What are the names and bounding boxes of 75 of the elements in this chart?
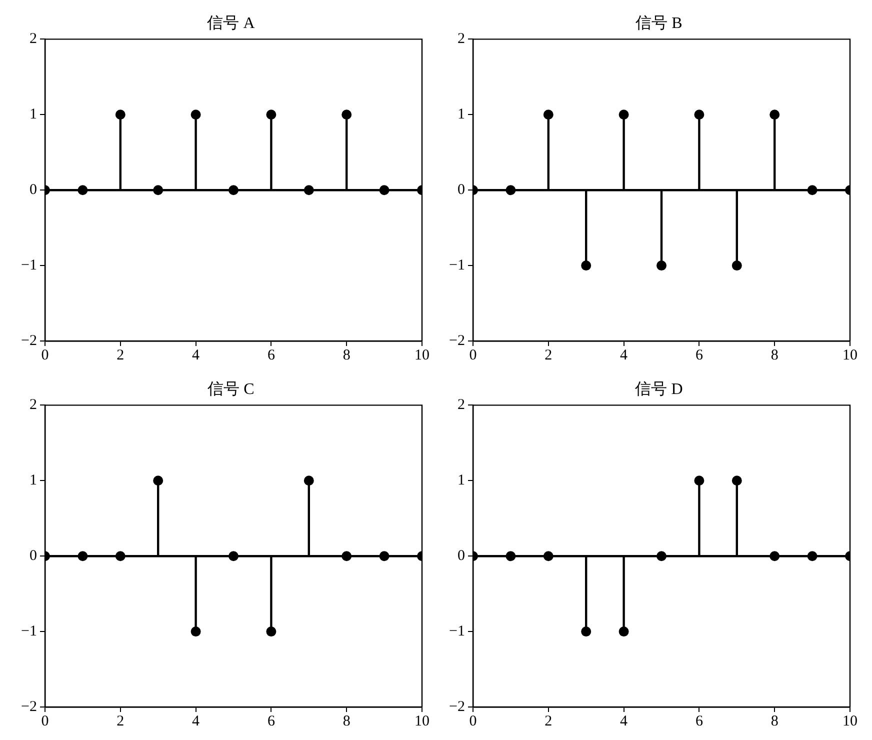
x-tick-label: 6 (267, 347, 276, 364)
x-tick-label: 10 (414, 713, 430, 730)
chart-title: 信号 A (207, 14, 256, 32)
x-tick-label: 8 (770, 713, 778, 730)
point (115, 551, 126, 562)
point (656, 551, 666, 562)
point (506, 551, 516, 562)
x-tick-label: 0 (469, 713, 477, 730)
point (807, 185, 818, 196)
point (342, 551, 352, 562)
chart-title: 信号 C (208, 380, 254, 398)
x-tick-label: 2 (116, 347, 124, 364)
point (190, 626, 201, 637)
point (304, 476, 314, 486)
x-tick-label: 2 (544, 347, 552, 364)
y-tick-label: 1 (30, 472, 37, 489)
y-tick-label: 1 (458, 472, 465, 489)
point (694, 476, 704, 486)
y-tick-label: 2 (458, 397, 465, 414)
x-tick-label: 0 (41, 713, 49, 730)
point (656, 260, 666, 271)
point (618, 626, 629, 637)
chart-title: 信号 D (635, 380, 683, 398)
y-tick-label: −1 (449, 623, 465, 640)
point (694, 110, 704, 120)
point (78, 551, 88, 562)
y-tick-label: −1 (449, 257, 465, 274)
x-tick-label: 0 (469, 347, 477, 364)
point (379, 551, 390, 562)
x-tick-label: 10 (842, 347, 858, 364)
point (581, 260, 592, 271)
x-tick-label: 2 (116, 713, 124, 730)
point (807, 551, 818, 562)
point (581, 626, 592, 637)
x-tick-label: 8 (770, 347, 778, 364)
point (228, 551, 238, 562)
y-tick-label: 1 (458, 106, 465, 123)
point (266, 626, 276, 637)
x-tick-label: 4 (192, 347, 200, 364)
y-tick-label: −1 (21, 623, 37, 640)
x-tick-label: 4 (192, 713, 200, 730)
point (543, 551, 554, 562)
chart-title: 信号 B (636, 14, 682, 32)
point (618, 110, 629, 120)
y-tick-label: −2 (449, 332, 465, 349)
x-tick-label: 8 (342, 347, 350, 364)
x-tick-label: 0 (41, 347, 49, 364)
y-tick-label: −2 (21, 698, 37, 715)
point (543, 110, 554, 120)
y-tick-label: 2 (30, 397, 37, 414)
point (770, 110, 780, 120)
x-tick-label: 4 (620, 347, 628, 364)
x-tick-label: 6 (695, 347, 704, 364)
y-tick-label: 2 (30, 31, 37, 48)
x-tick-label: 6 (695, 713, 704, 730)
x-tick-label: 10 (842, 713, 858, 730)
point (770, 551, 780, 562)
point (506, 185, 516, 196)
x-tick-label: 2 (544, 713, 552, 730)
y-tick-label: 2 (458, 31, 465, 48)
x-tick-label: 6 (267, 713, 276, 730)
y-tick-label: −1 (21, 257, 37, 274)
point (153, 476, 164, 486)
point (732, 260, 742, 271)
y-tick-label: 1 (30, 106, 37, 123)
y-tick-label: 0 (458, 548, 465, 564)
y-tick-label: 0 (30, 548, 37, 564)
x-tick-label: 4 (620, 713, 628, 730)
point (732, 476, 742, 486)
x-tick-label: 10 (414, 347, 430, 364)
y-tick-label: 0 (458, 182, 465, 198)
y-tick-label: −2 (21, 332, 37, 349)
y-tick-label: 0 (30, 182, 37, 198)
y-tick-label: −2 (449, 698, 465, 715)
x-tick-label: 8 (342, 713, 350, 730)
